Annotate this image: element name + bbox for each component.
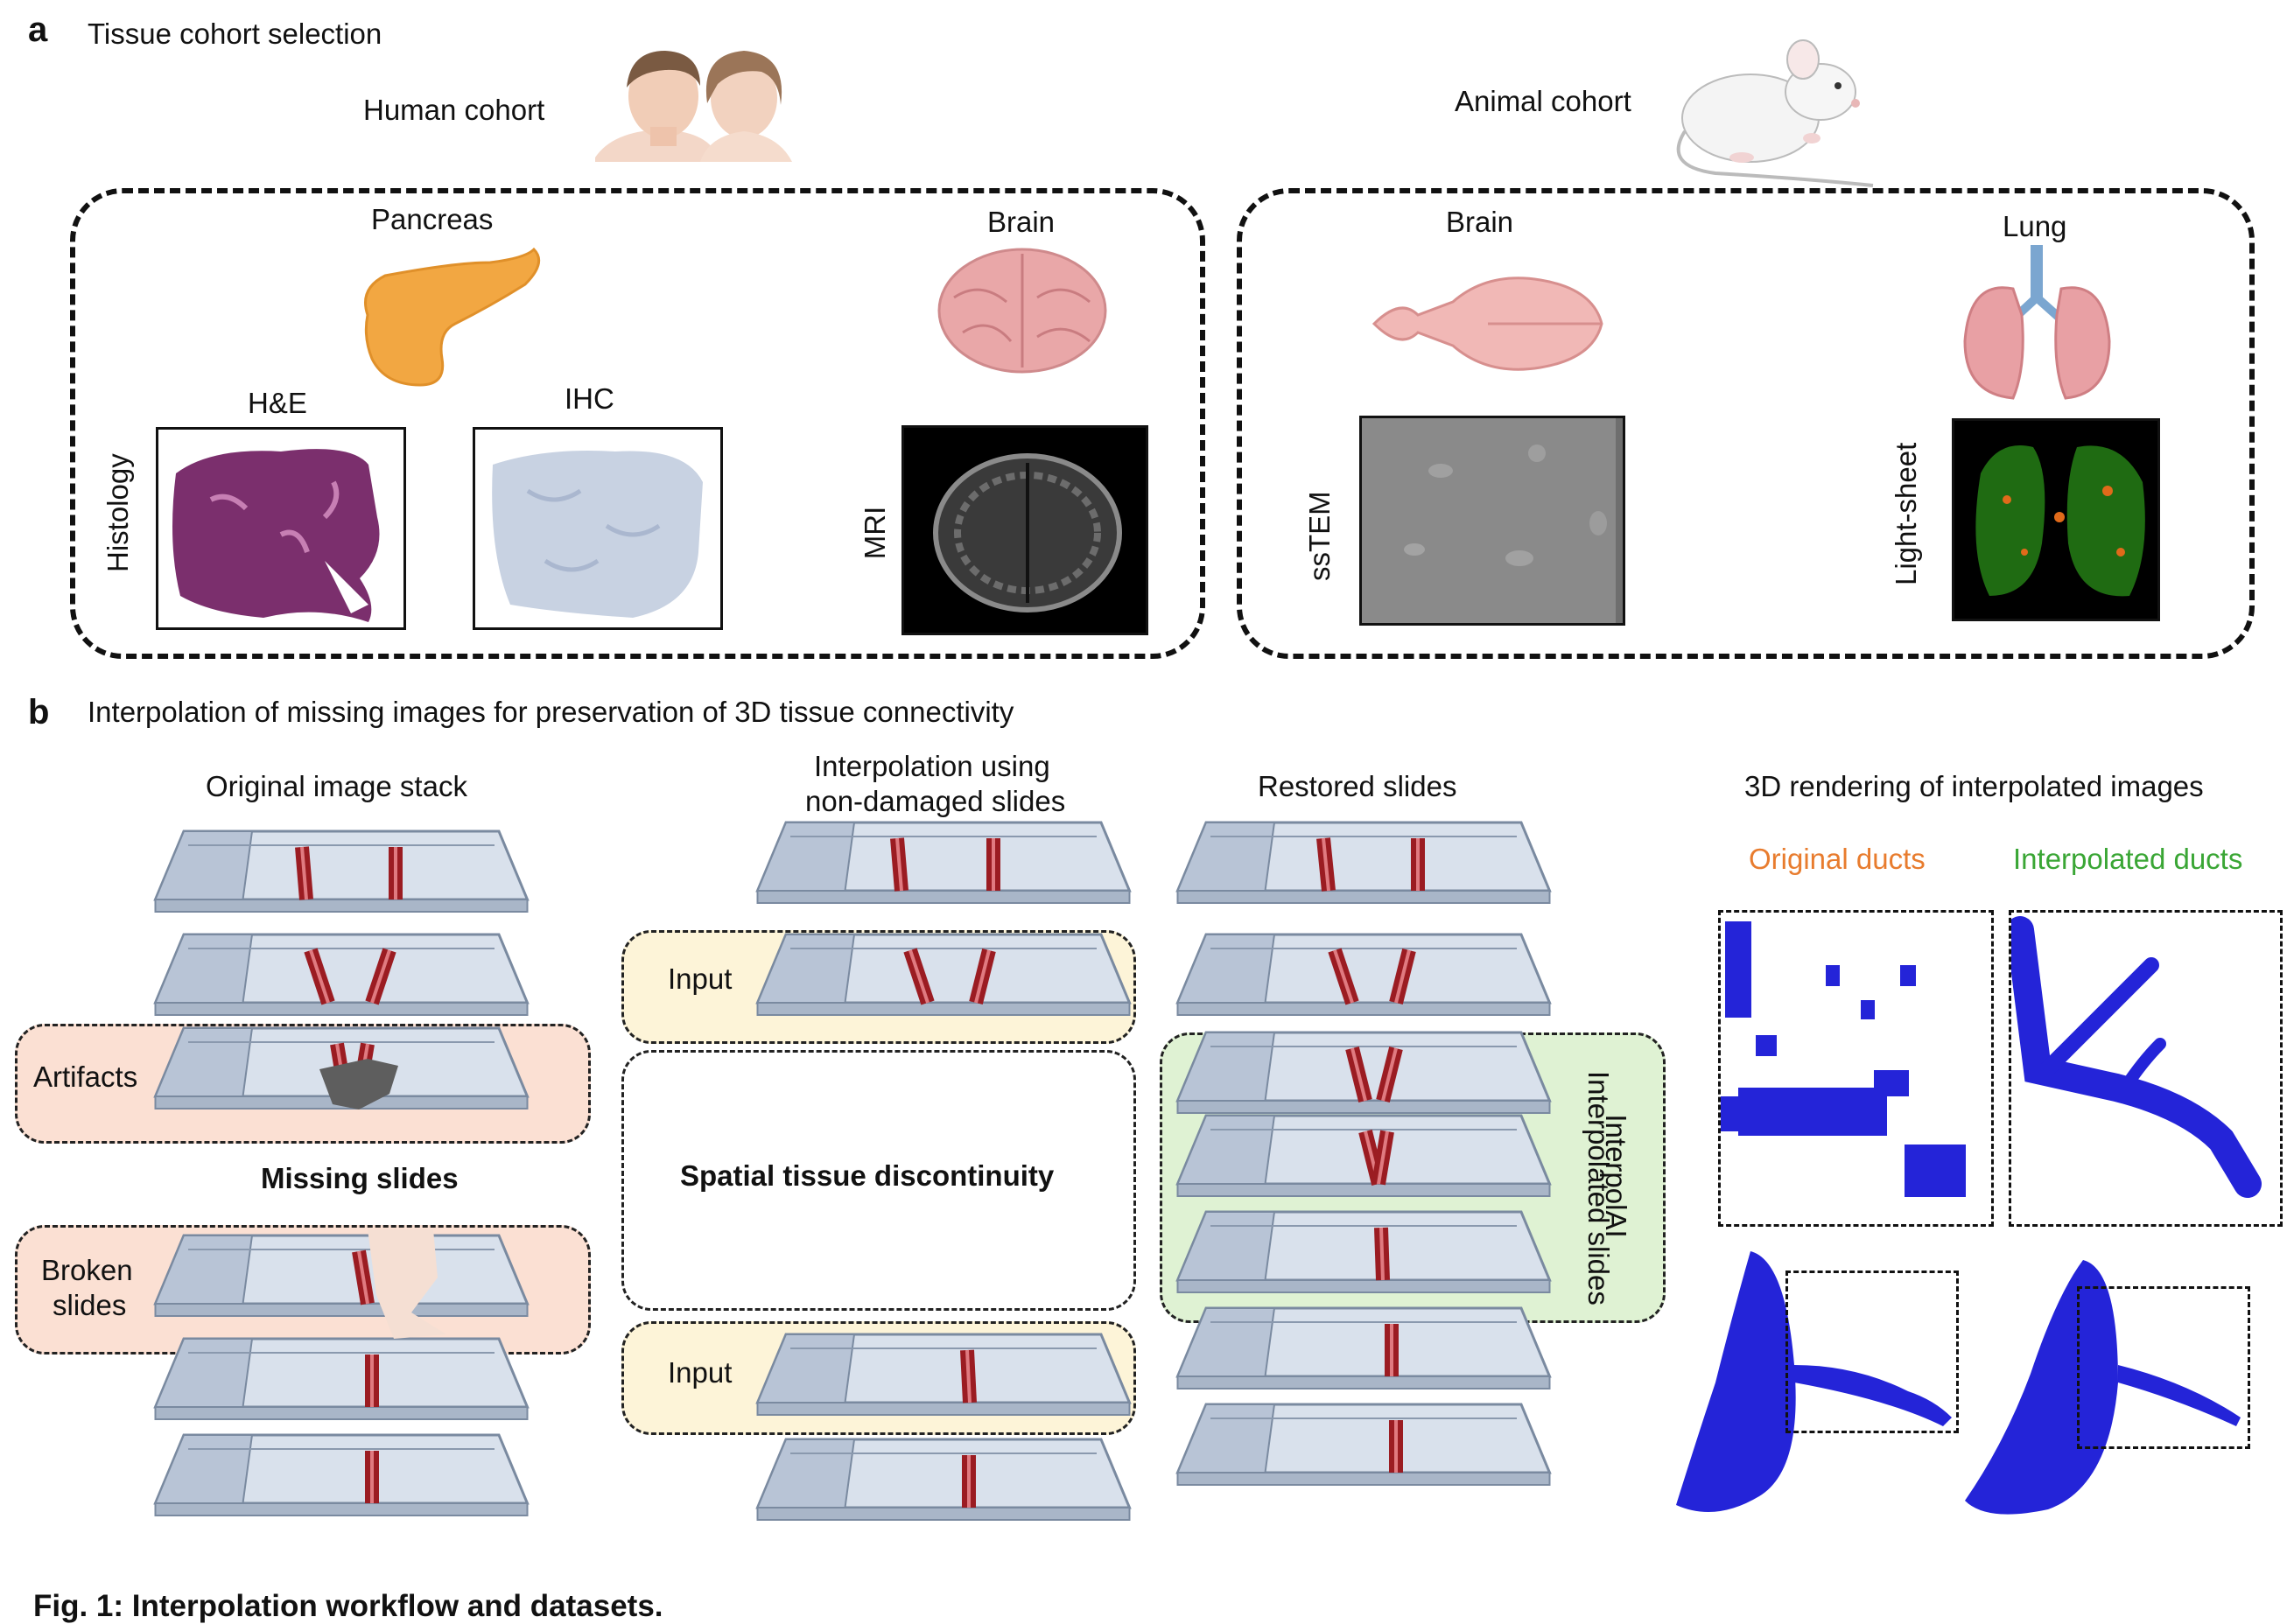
original-ducts-label: Original ducts xyxy=(1749,843,1926,875)
human-brain-label: Brain xyxy=(987,206,1056,238)
broken-label-line1: Broken xyxy=(41,1254,133,1286)
figure-caption: Fig. 1: Interpolation workflow and datas… xyxy=(33,1589,663,1623)
original-ducts-zoom-box xyxy=(1785,1270,1959,1433)
slide-original-6 xyxy=(153,1433,530,1516)
slide-original-1 xyxy=(153,830,530,913)
animal-cohort-label: Animal cohort xyxy=(1455,85,1631,117)
interpolated-ducts-label: Interpolated ducts xyxy=(2013,843,2243,875)
interpolated-ducts-render xyxy=(2009,910,2283,1227)
interpolated-ducts-zoom-box xyxy=(2077,1286,2250,1449)
histology-label: Histology xyxy=(102,453,134,572)
sstem-label: ssTEM xyxy=(1303,491,1336,581)
pancreas-label: Pancreas xyxy=(371,203,494,235)
interp-label-line2: non-damaged slides xyxy=(805,785,1066,817)
artifacts-label: Artifacts xyxy=(33,1060,138,1093)
mouse-brain-label: Brain xyxy=(1446,206,1514,238)
rendering-label: 3D rendering of interpolated images xyxy=(1744,770,2204,802)
interp-label-line1: Interpolation using xyxy=(814,750,1050,782)
he-image xyxy=(156,427,406,630)
panel-b-letter: b xyxy=(28,693,50,732)
he-label: H&E xyxy=(248,387,307,419)
lightsheet-label: Light-sheet xyxy=(1890,442,1922,585)
slide-restored-1 xyxy=(1175,821,1552,904)
mri-image xyxy=(901,425,1148,635)
ihc-label: IHC xyxy=(565,382,614,415)
sstem-image xyxy=(1359,416,1625,626)
discontinuity-label: Spatial tissue discontinuity xyxy=(680,1159,1055,1192)
discontinuity-box xyxy=(621,1050,1136,1311)
panel-b-title: Interpolation of missing images for pres… xyxy=(88,696,1014,728)
slide-restored-7 xyxy=(1175,1403,1552,1486)
missing-slides-label: Missing slides xyxy=(261,1162,459,1194)
human-cohort-label: Human cohort xyxy=(363,94,545,126)
human-cohort-box xyxy=(70,188,1205,659)
slide-input-1 xyxy=(755,821,1132,904)
original-stack-label: Original image stack xyxy=(206,770,467,802)
input-bottom-label: Input xyxy=(668,1356,733,1389)
input-top-label: Input xyxy=(668,962,733,995)
slide-original-2 xyxy=(153,933,530,1016)
interpolated-slides-label: Interpolated slides xyxy=(1582,1071,1615,1306)
panel-a-letter: a xyxy=(28,10,48,49)
panel-a-title: Tissue cohort selection xyxy=(88,18,382,50)
restored-label: Restored slides xyxy=(1258,770,1457,802)
slide-input-4 xyxy=(755,1438,1132,1521)
mouse-icon xyxy=(1676,39,1874,187)
mri-label: MRI xyxy=(859,506,891,560)
animal-cohort-box xyxy=(1237,188,2255,659)
broken-label-line2: slides xyxy=(53,1289,127,1321)
lung-label: Lung xyxy=(2003,210,2067,242)
original-ducts-render xyxy=(1718,910,1994,1227)
lightsheet-image xyxy=(1952,418,2160,621)
ihc-image xyxy=(473,427,723,630)
slide-restored-2 xyxy=(1175,933,1552,1016)
